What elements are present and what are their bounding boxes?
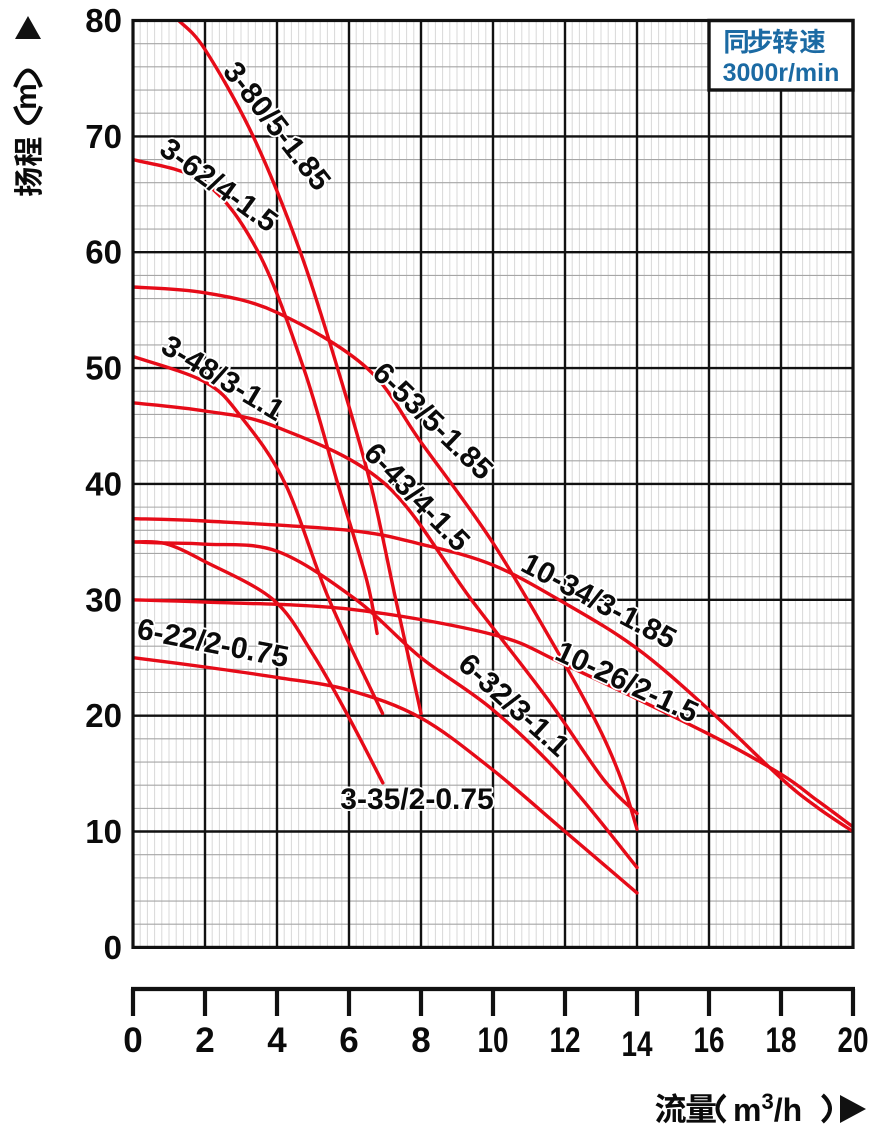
svg-text:10: 10: [478, 1021, 509, 1060]
svg-text:16: 16: [694, 1021, 725, 1060]
svg-text:20: 20: [85, 697, 122, 734]
svg-text:2: 2: [195, 1021, 214, 1060]
svg-text:4: 4: [267, 1021, 287, 1060]
svg-text:20: 20: [838, 1021, 869, 1060]
svg-text:3000r/min: 3000r/min: [723, 59, 840, 87]
svg-text:70: 70: [85, 118, 122, 155]
svg-text:12: 12: [550, 1021, 581, 1060]
svg-text:m: m: [10, 83, 43, 110]
svg-text:30: 30: [85, 581, 122, 618]
svg-text:10: 10: [85, 813, 122, 850]
svg-text:50: 50: [85, 350, 122, 387]
svg-text:3-35/2-0.75: 3-35/2-0.75: [340, 783, 493, 816]
svg-text:80: 80: [85, 2, 122, 39]
svg-text:8: 8: [411, 1021, 430, 1060]
svg-text:40: 40: [85, 465, 122, 502]
svg-text:6: 6: [339, 1021, 358, 1060]
svg-text:0: 0: [104, 929, 122, 966]
svg-text:60: 60: [85, 234, 122, 271]
svg-text:0: 0: [123, 1021, 142, 1060]
svg-text:18: 18: [766, 1021, 797, 1060]
svg-text:14: 14: [622, 1025, 653, 1064]
